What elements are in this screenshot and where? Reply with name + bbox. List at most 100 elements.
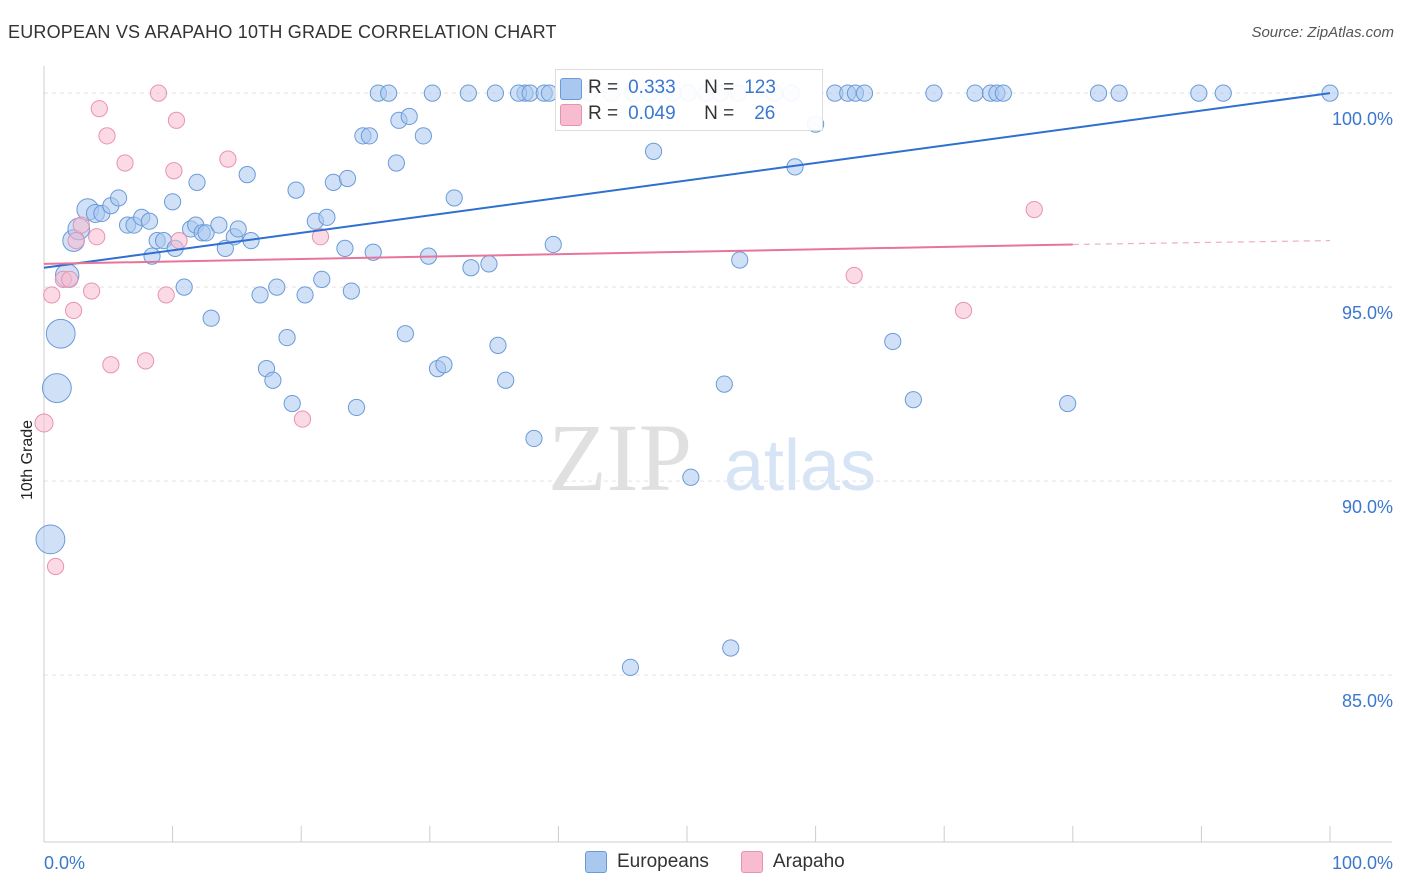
arapaho-point-17 <box>165 162 183 180</box>
europeans-point-86 <box>682 468 700 486</box>
europeans-point-25 <box>197 224 215 242</box>
legend-label-europeans: Europeans <box>617 851 709 872</box>
europeans-point-50 <box>360 127 378 145</box>
europeans-point-63 <box>445 189 463 207</box>
europeans-point-14 <box>140 212 159 230</box>
arapaho-point-19 <box>170 232 188 250</box>
europeans-point-76 <box>544 235 562 254</box>
europeans-point-30 <box>229 220 247 238</box>
axes <box>43 66 1392 843</box>
europeans-point-73 <box>525 429 543 448</box>
x-tick-label-1: 100.0% <box>1332 853 1393 873</box>
arapaho-point-7 <box>72 216 90 234</box>
arapaho-point-6 <box>67 232 85 250</box>
legend-swatch-arapaho <box>740 851 763 873</box>
europeans-point-64 <box>459 84 477 102</box>
europeans-point-36 <box>268 278 286 296</box>
europeans-point-31 <box>238 166 256 184</box>
stats-row-arapaho: R = 0.049 N = 26 <box>560 101 775 127</box>
arapaho-point-22 <box>311 228 330 246</box>
europeans-point-0 <box>35 524 66 555</box>
europeans-point-39 <box>287 181 305 199</box>
arapaho-point-20 <box>219 150 237 168</box>
watermark-zip: ZIP <box>548 404 692 511</box>
arapaho-point-23 <box>845 266 863 285</box>
europeans-point-53 <box>380 84 398 102</box>
europeans-point-56 <box>400 107 418 126</box>
tick-labels: 85.0% 90.0% 95.0% 100.0% 0.0% 100.0% <box>44 109 1393 873</box>
europeans-point-27 <box>210 216 228 234</box>
arapaho-point-25 <box>1025 200 1043 219</box>
europeans-point-90 <box>722 639 740 657</box>
x-tick-label-0: 0.0% <box>44 853 85 873</box>
europeans-point-35 <box>264 371 282 389</box>
europeans-point-46 <box>338 169 357 188</box>
europeans-point-107 <box>994 84 1012 102</box>
europeans-point-67 <box>486 84 504 102</box>
europeans-point-51 <box>364 243 382 261</box>
europeans-point-37 <box>278 329 296 347</box>
arapaho-point-5 <box>64 301 83 320</box>
europeans-point-54 <box>387 154 405 172</box>
europeans-point-103 <box>925 84 943 102</box>
legend-item-europeans[interactable]: Europeans <box>585 851 709 873</box>
europeans-point-23 <box>188 173 206 191</box>
arapaho-point-24 <box>954 301 973 320</box>
europeans-point-48 <box>347 398 366 417</box>
arapaho-point-0 <box>34 413 54 433</box>
europeans-point-42 <box>313 270 331 288</box>
europeans-point-66 <box>480 255 498 273</box>
arapaho-point-10 <box>90 100 108 118</box>
arapaho-point-13 <box>116 154 134 172</box>
europeans-point-65 <box>462 259 480 277</box>
europeans-point-112 <box>1214 84 1232 102</box>
legend-label-arapaho: Arapaho <box>772 851 845 872</box>
data-points <box>34 84 1339 677</box>
arapaho-swatch <box>560 104 582 126</box>
watermark-atlas: atlas <box>724 426 876 506</box>
trend-lines <box>43 92 1331 269</box>
arapaho-trend-extension <box>1072 240 1331 246</box>
arapaho-point-8 <box>82 282 101 300</box>
europeans-point-81 <box>621 658 640 677</box>
legend-swatch-europeans <box>585 851 607 873</box>
arapaho-point-2 <box>46 557 65 576</box>
legend-item-arapaho[interactable]: Arapaho <box>740 851 845 873</box>
chart-title: EUROPEAN VS ARAPAHO 10TH GRADE CORRELATI… <box>8 22 557 42</box>
arapaho-point-18 <box>167 111 186 129</box>
y-tick-label-3: 100.0% <box>1332 109 1393 129</box>
europeans-point-100 <box>855 84 874 102</box>
europeans-point-68 <box>489 336 507 354</box>
stats-row-europeans: R = 0.333 N = 123 <box>560 75 776 101</box>
europeans-point-10 <box>109 189 128 207</box>
europeans-swatch <box>560 78 582 100</box>
europeans-point-89 <box>715 375 733 393</box>
europeans-point-111 <box>1190 84 1208 102</box>
arapaho-trend-line <box>43 243 1073 265</box>
europeans-point-92 <box>731 251 749 269</box>
europeans-point-102 <box>904 391 922 409</box>
europeans-point-26 <box>202 309 220 327</box>
arapaho-point-1 <box>43 286 61 304</box>
y-tick-label-0: 85.0% <box>1342 691 1393 711</box>
europeans-point-60 <box>423 84 441 102</box>
europeans-point-110 <box>1110 84 1128 102</box>
arapaho-r-value: 0.049 <box>628 103 676 124</box>
europeans-point-44 <box>324 173 342 191</box>
europeans-point-40 <box>296 286 314 304</box>
europeans-point-108 <box>1059 394 1077 413</box>
europeans-point-69 <box>497 371 515 389</box>
europeans-point-1 <box>41 373 72 403</box>
europeans-point-20 <box>175 278 193 296</box>
europeans-point-2 <box>45 318 76 349</box>
europeans-point-19 <box>164 193 182 211</box>
europeans-point-83 <box>644 142 663 160</box>
arapaho-point-11 <box>98 127 116 145</box>
europeans-point-101 <box>884 332 902 351</box>
europeans-trend-line <box>43 92 1331 269</box>
legend: Europeans Arapaho <box>585 851 845 873</box>
europeans-point-45 <box>336 239 354 257</box>
europeans-point-33 <box>251 286 269 304</box>
europeans-point-38 <box>283 394 301 413</box>
